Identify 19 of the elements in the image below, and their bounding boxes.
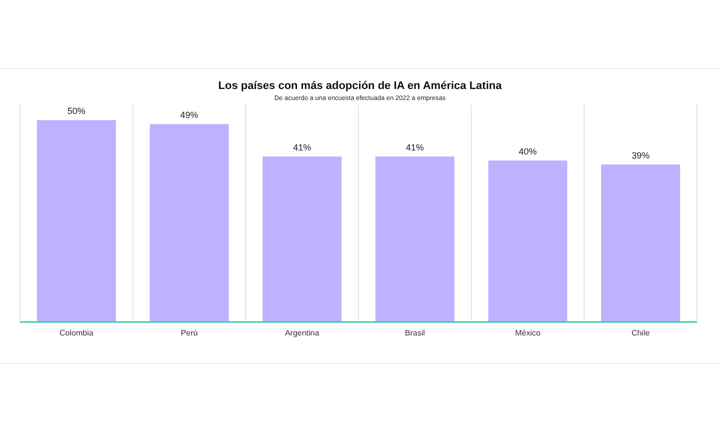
bar	[262, 156, 342, 322]
x-tick-label: México	[515, 328, 541, 338]
data-label: 50%	[67, 106, 86, 116]
x-tick-label: Perú	[180, 328, 198, 338]
bar	[36, 120, 116, 322]
x-tick-label: Brasil	[404, 328, 426, 338]
data-label: 49%	[180, 110, 198, 120]
x-tick-label: Colombia	[60, 328, 94, 338]
bar	[488, 160, 568, 322]
data-label: 41%	[293, 142, 312, 152]
bar	[150, 124, 229, 322]
x-tick-label: Chile	[631, 328, 650, 338]
bar	[375, 156, 454, 322]
bar	[601, 164, 680, 322]
chart-title: Los países con más adopción de IA en América Latina	[217, 80, 503, 92]
x-tick-label: Argentina	[284, 328, 320, 338]
data-label: 40%	[518, 146, 537, 157]
data-label: 39%	[632, 150, 650, 161]
data-label: 41%	[406, 142, 424, 152]
